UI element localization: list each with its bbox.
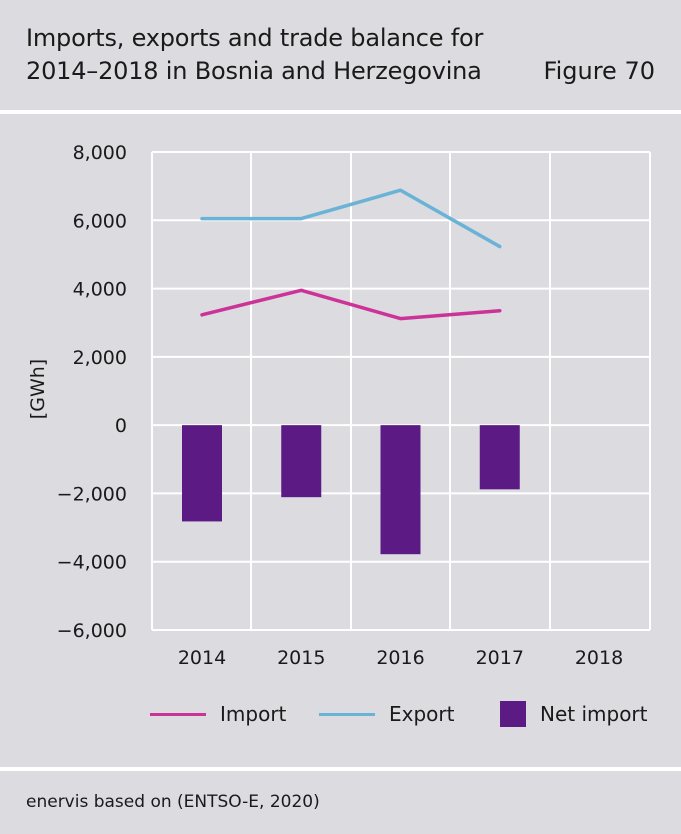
footer-divider [0, 767, 681, 771]
x-tick-label: 2018 [575, 647, 623, 669]
chart: 8,000 6,000 4,000 2,000 0 −2,000 −4,000 −6,000 [… [27, 142, 651, 669]
legend-label-net-import: Net import [540, 702, 648, 726]
y-tick-label: 0 [115, 415, 127, 437]
y-tick-label: −4,000 [57, 552, 127, 574]
y-tick-label: −6,000 [57, 620, 127, 642]
title-line-2: 2014–2018 in Bosnia and Herzegovina [26, 57, 482, 85]
legend-item-import: Import [150, 697, 286, 731]
legend-label-export: Export [389, 702, 455, 726]
legend-label-import: Import [220, 702, 287, 726]
x-tick-label: 2015 [277, 647, 325, 669]
legend-swatch-net-import [500, 701, 526, 727]
y-tick-label: 8,000 [73, 142, 127, 164]
net-import-bar [182, 425, 222, 522]
export-line [200, 188, 502, 249]
legend-item-net-import: Net import [500, 697, 648, 731]
y-tick-label: 4,000 [73, 279, 127, 301]
legend-item-export: Export [319, 697, 454, 731]
import-line [200, 288, 502, 321]
net-import-bar [380, 425, 421, 555]
legend: Import Export Net import [0, 697, 681, 731]
x-tick-label: 2014 [178, 647, 226, 669]
y-tick-label: 6,000 [73, 210, 127, 232]
x-tick-label: 2016 [376, 647, 424, 669]
y-tick-label: −2,000 [57, 483, 127, 505]
net-import-bar [281, 425, 322, 498]
header: Imports, exports and trade balance for 2… [0, 0, 681, 110]
y-axis-label: [GWh] [27, 359, 49, 419]
header-divider [0, 110, 681, 114]
y-tick-label: 2,000 [73, 347, 127, 369]
x-tick-label: 2017 [476, 647, 524, 669]
legend-swatch-export [319, 712, 375, 716]
net-import-bar [479, 425, 520, 490]
title-line-1: Imports, exports and trade balance for [26, 24, 484, 52]
figure-label: Figure 70 [543, 57, 655, 85]
legend-swatch-import [150, 712, 206, 716]
chart-title: Imports, exports and trade balance for 2… [26, 22, 483, 88]
source-note: enervis based on (ENTSO-E, 2020) [26, 792, 320, 812]
